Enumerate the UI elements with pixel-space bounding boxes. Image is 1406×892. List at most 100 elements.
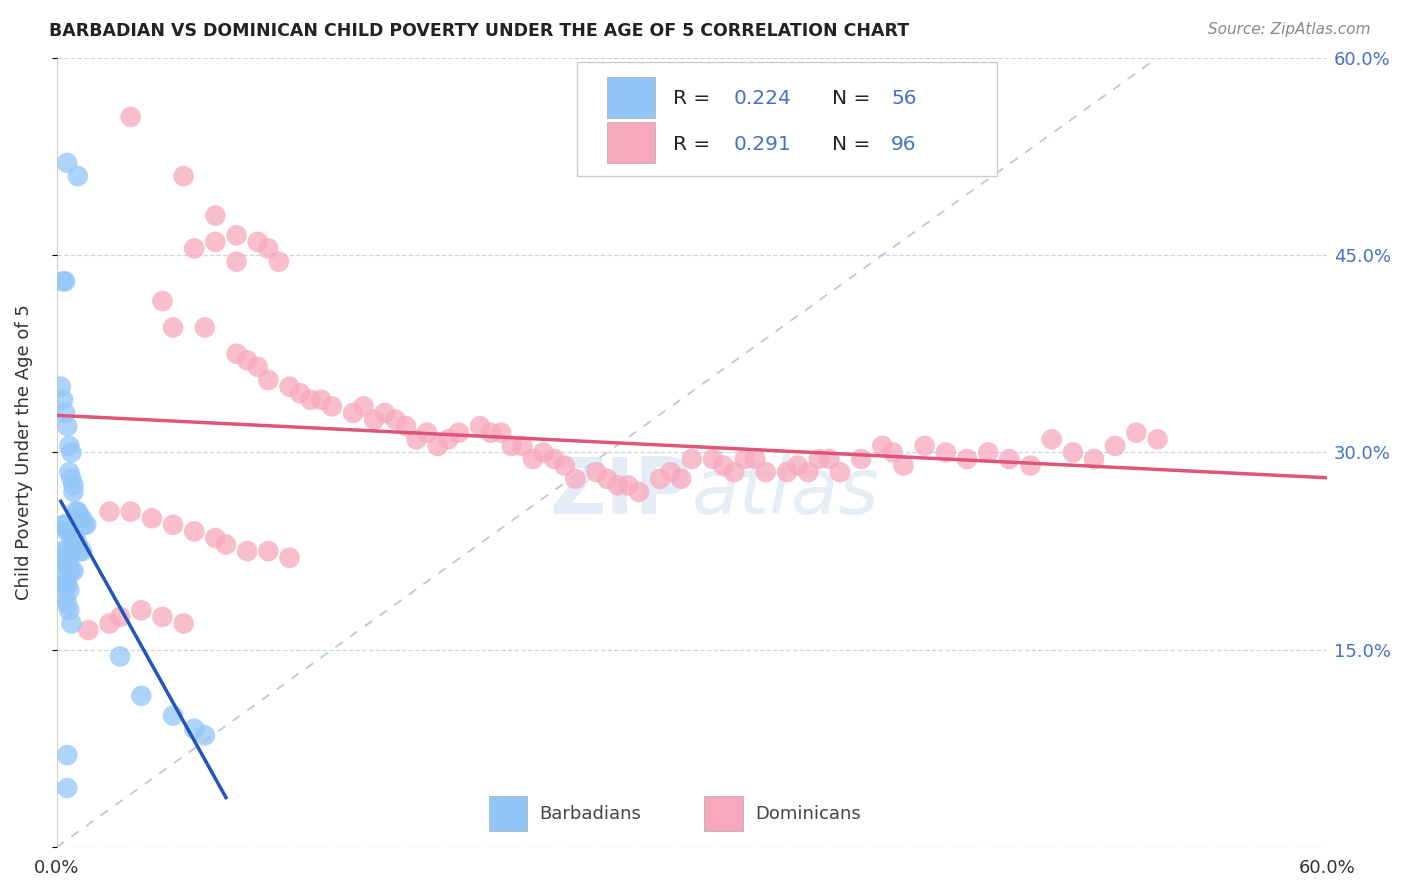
Point (395, 419, 418, 434)
Point (173, 616, 195, 631)
Point (977, 445, 1000, 459)
Point (58, 583, 80, 598)
Point (58, 564, 80, 578)
Point (56, 577, 79, 591)
Point (194, 320, 217, 334)
Point (60, 472, 83, 486)
Point (53, 274, 76, 288)
Point (1019, 458, 1042, 473)
Point (659, 465, 682, 479)
Point (1083, 452, 1105, 467)
Text: R =: R = (672, 135, 716, 154)
FancyBboxPatch shape (606, 78, 655, 119)
Point (1040, 432, 1063, 446)
Point (58, 550, 80, 565)
Point (872, 439, 894, 453)
Text: ZIP: ZIP (550, 454, 692, 530)
Point (246, 235, 269, 249)
Point (522, 452, 544, 467)
Point (1062, 445, 1084, 459)
Point (204, 235, 226, 249)
FancyBboxPatch shape (578, 62, 997, 176)
Point (342, 406, 364, 420)
Point (62, 564, 84, 578)
Point (935, 445, 957, 459)
Point (129, 603, 152, 617)
Point (66, 169, 89, 183)
Point (225, 228, 247, 243)
Point (225, 254, 247, 268)
Point (606, 478, 628, 492)
Point (56, 780, 79, 795)
Point (108, 610, 131, 624)
Point (363, 412, 385, 426)
Point (543, 452, 565, 467)
Point (998, 452, 1021, 467)
Point (162, 517, 184, 532)
Point (53, 558, 76, 572)
Point (1146, 432, 1168, 446)
Point (98, 505, 121, 519)
Point (52, 550, 75, 565)
Point (52, 274, 75, 288)
Point (447, 425, 470, 440)
Point (58, 524, 80, 539)
Point (62, 484, 84, 499)
Point (617, 478, 640, 492)
Point (533, 445, 555, 459)
Text: N =: N = (831, 135, 876, 154)
Point (77, 623, 100, 637)
Point (713, 458, 735, 473)
Point (56, 419, 79, 434)
Point (60, 445, 83, 459)
Point (1104, 439, 1126, 453)
Text: 0.291: 0.291 (734, 135, 792, 154)
Point (52, 570, 75, 584)
Text: N =: N = (831, 89, 876, 108)
Point (56, 524, 79, 539)
Point (288, 386, 311, 401)
Point (53, 406, 76, 420)
Point (468, 419, 491, 434)
Point (489, 425, 512, 440)
Point (501, 439, 523, 453)
Point (75, 517, 97, 532)
Point (108, 649, 131, 664)
Point (65, 505, 87, 519)
Point (236, 544, 259, 558)
Point (120, 505, 142, 519)
Point (152, 610, 174, 624)
Point (426, 439, 449, 453)
Point (755, 465, 778, 479)
Point (564, 472, 586, 486)
Point (299, 392, 322, 407)
Point (849, 452, 872, 467)
Point (723, 465, 745, 479)
Point (98, 616, 121, 631)
Text: Dominicans: Dominicans (755, 805, 860, 823)
Point (437, 432, 460, 446)
Point (734, 452, 756, 467)
Point (267, 254, 290, 268)
Y-axis label: Child Poverty Under the Age of 5: Child Poverty Under the Age of 5 (15, 304, 32, 600)
Point (152, 294, 174, 309)
Point (702, 452, 724, 467)
Point (56, 558, 79, 572)
Point (162, 320, 184, 334)
Point (776, 465, 799, 479)
Point (183, 722, 205, 736)
Point (56, 748, 79, 763)
Point (554, 458, 576, 473)
Point (56, 156, 79, 170)
Point (204, 531, 226, 545)
Point (49, 379, 72, 393)
Point (120, 110, 142, 124)
Point (70, 511, 93, 525)
Text: BARBADIAN VS DOMINICAN CHILD POVERTY UNDER THE AGE OF 5 CORRELATION CHART: BARBADIAN VS DOMINICAN CHILD POVERTY UND… (49, 22, 910, 40)
Point (141, 511, 163, 525)
Point (215, 537, 238, 551)
Point (257, 242, 280, 256)
Point (56, 550, 79, 565)
Point (194, 728, 217, 742)
Point (56, 577, 79, 591)
